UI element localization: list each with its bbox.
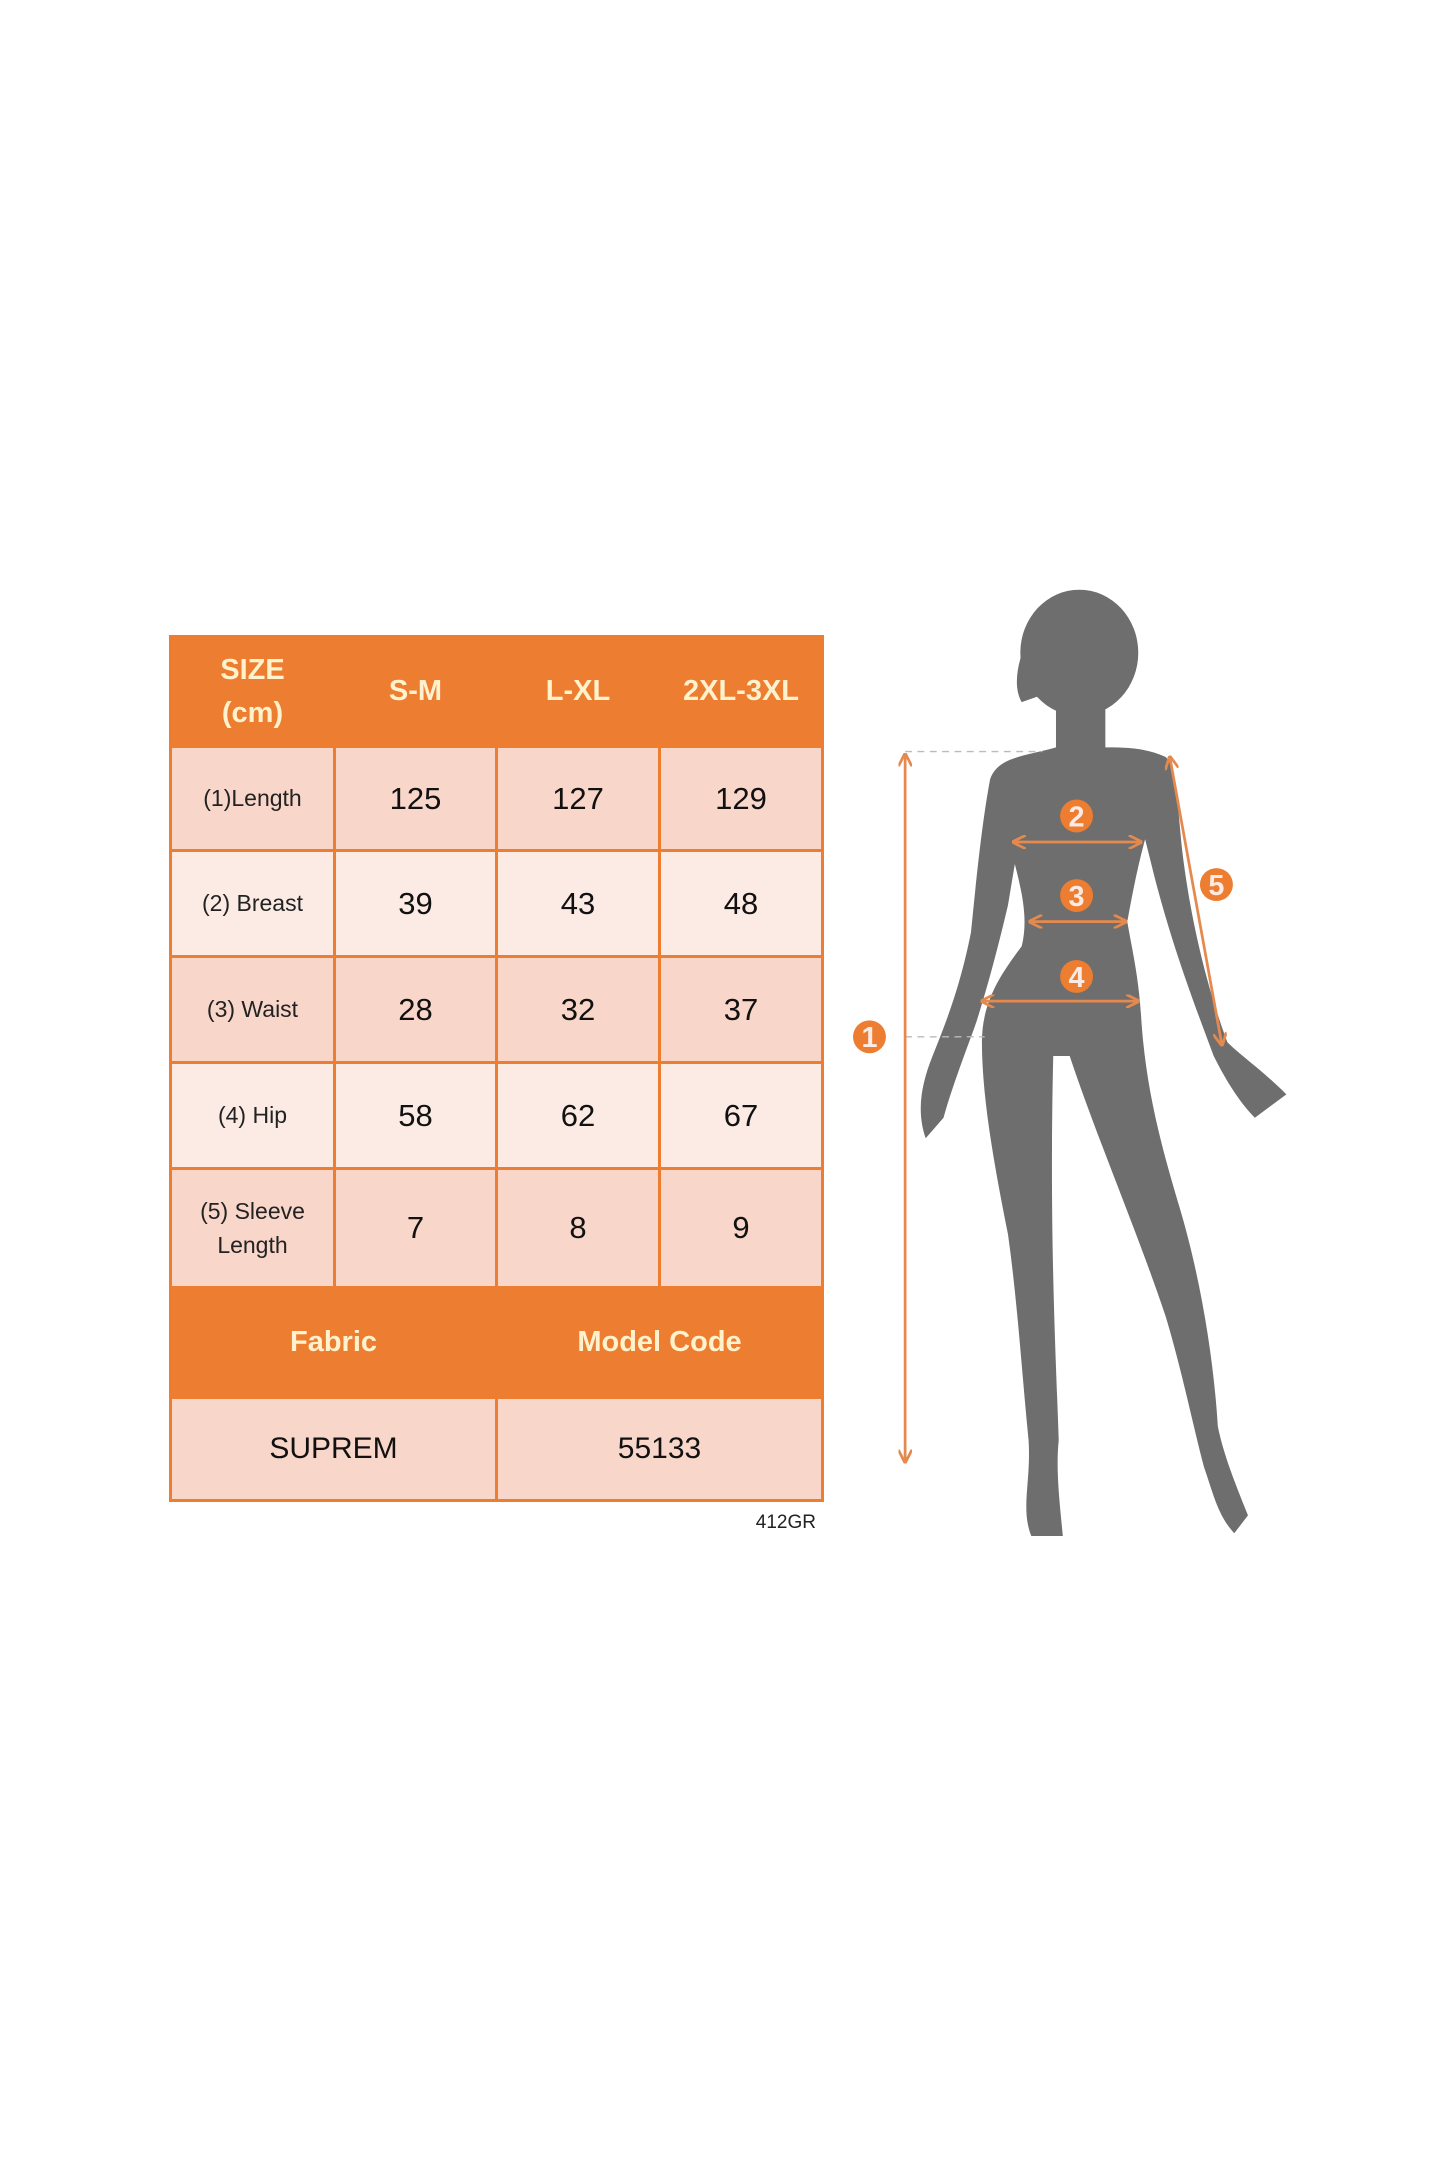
cell: 39 (333, 849, 498, 958)
measurement-lines (905, 750, 1222, 1462)
sleeve-arrow (1170, 757, 1222, 1045)
row-label: (5) Sleeve Length (169, 1167, 336, 1289)
marker-2: 2 (1060, 799, 1094, 833)
header-2xl-3xl: 2XL-3XL (658, 635, 824, 748)
header-row: SIZE (cm) S-M L-XL 2XL-3XL (169, 635, 824, 748)
cell: 43 (495, 849, 661, 958)
footer-header-row: Fabric Model Code (169, 1286, 824, 1399)
cell: 127 (495, 745, 661, 852)
cell: 32 (495, 955, 661, 1064)
fabric-value: SUPREM (169, 1396, 498, 1502)
svg-text:5: 5 (1208, 870, 1224, 902)
svg-text:4: 4 (1069, 962, 1085, 994)
header-s-m: S-M (333, 635, 498, 748)
header-size: SIZE (cm) (169, 635, 336, 748)
svg-text:1: 1 (861, 1022, 877, 1054)
marker-1: 1 (853, 1020, 886, 1054)
header-l-xl: L-XL (495, 635, 661, 748)
cell: 8 (495, 1167, 661, 1289)
cell: 7 (333, 1167, 498, 1289)
cell: 62 (495, 1061, 661, 1170)
cell: 67 (658, 1061, 824, 1170)
marker-3: 3 (1060, 879, 1094, 913)
marker-4: 4 (1060, 959, 1094, 994)
marker-5: 5 (1199, 868, 1233, 902)
table-row: (4) Hip 58 62 67 (169, 1061, 824, 1170)
cell: 9 (658, 1167, 824, 1289)
svg-text:2: 2 (1069, 801, 1085, 833)
row-label: (3) Waist (169, 955, 336, 1064)
row-label: (4) Hip (169, 1061, 336, 1170)
cell: 37 (658, 955, 824, 1064)
header-fabric: Fabric (169, 1286, 498, 1399)
woman-silhouette (920, 589, 1287, 1536)
table-row: (2) Breast 39 43 48 (169, 849, 824, 958)
cell: 28 (333, 955, 498, 1064)
table-row: (5) Sleeve Length 7 8 9 (169, 1167, 824, 1289)
product-code-note: 412GR (755, 1512, 816, 1533)
row-label: (1)Length (169, 745, 336, 852)
table-row: (1)Length 125 127 129 (169, 745, 824, 852)
row-label: (2) Breast (169, 849, 336, 958)
cell: 58 (333, 1061, 498, 1170)
cell: 48 (658, 849, 824, 958)
size-chart-table: SIZE (cm) S-M L-XL 2XL-3XL (1)Length 125… (169, 635, 824, 1502)
header-model-code: Model Code (495, 1286, 824, 1399)
table-row: (3) Waist 28 32 37 (169, 955, 824, 1064)
svg-text:3: 3 (1069, 881, 1085, 913)
footer-value-row: SUPREM 55133 (169, 1396, 824, 1502)
cell: 129 (658, 745, 824, 852)
cell: 125 (333, 745, 498, 852)
model-code-value: 55133 (495, 1396, 824, 1502)
